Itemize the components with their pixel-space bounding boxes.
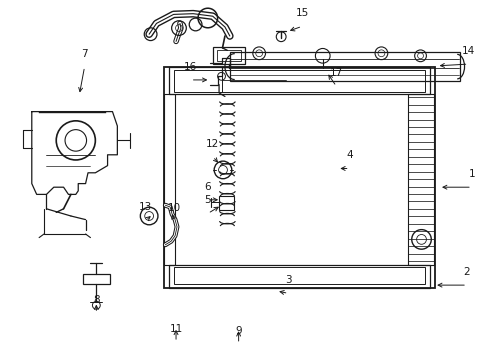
Text: 5: 5 — [204, 195, 211, 206]
Bar — [173, 70, 425, 92]
Text: 6: 6 — [204, 182, 211, 192]
Text: 12: 12 — [205, 139, 219, 149]
Bar — [163, 67, 434, 288]
Bar — [407, 94, 433, 265]
Text: 17: 17 — [329, 68, 343, 78]
Text: 4: 4 — [346, 150, 352, 161]
Text: 8: 8 — [93, 295, 100, 305]
Text: 11: 11 — [169, 324, 183, 334]
Bar — [83, 274, 110, 284]
Bar — [168, 265, 429, 288]
Text: 7: 7 — [81, 49, 88, 59]
Text: 3: 3 — [285, 275, 291, 285]
Text: 1: 1 — [468, 169, 474, 179]
Text: 16: 16 — [183, 62, 197, 72]
Bar — [173, 267, 425, 284]
Text: 14: 14 — [461, 46, 474, 56]
Text: 10: 10 — [168, 203, 181, 213]
Text: 2: 2 — [463, 267, 469, 277]
Text: 15: 15 — [295, 8, 308, 18]
Bar — [168, 67, 429, 94]
Text: 13: 13 — [139, 202, 152, 212]
Bar — [216, 50, 240, 61]
Bar — [229, 52, 459, 81]
Text: 9: 9 — [235, 326, 242, 336]
Bar — [163, 94, 174, 265]
Bar — [212, 47, 244, 64]
Bar — [218, 196, 234, 210]
